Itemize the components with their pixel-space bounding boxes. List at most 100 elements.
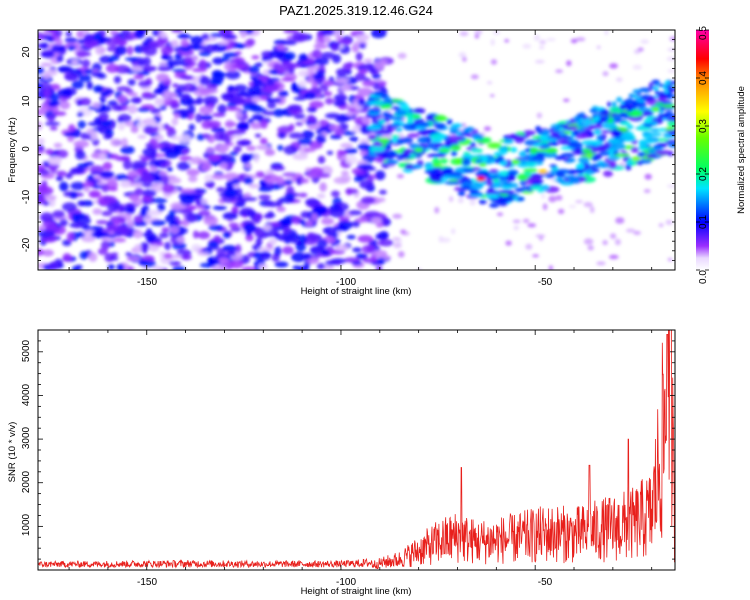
spectrogram-cell xyxy=(657,113,670,119)
spectrogram-cell xyxy=(98,153,107,161)
spectrogram-peak xyxy=(651,106,661,112)
spectrogram-cell xyxy=(89,226,104,232)
spectrogram-cell xyxy=(198,210,211,216)
spectrogram-cell xyxy=(164,150,180,159)
spectrogram-frame xyxy=(37,29,676,271)
colorbar-tick-label: 0.0 xyxy=(698,270,709,284)
spectrogram-cell xyxy=(664,127,675,131)
spectrogram-cell xyxy=(291,32,308,43)
spectrogram-cell xyxy=(337,39,352,45)
spectrogram-cell xyxy=(76,30,85,38)
spectrogram-cell xyxy=(79,251,89,260)
spectrogram-cell xyxy=(661,104,675,108)
spectrogram-cell xyxy=(77,120,87,129)
spectrogram-cell xyxy=(69,192,78,199)
spectrogram-cell xyxy=(346,103,360,109)
spectrogram-cell xyxy=(38,184,49,192)
spectrogram-cell xyxy=(596,45,601,50)
spectrogram-cell xyxy=(372,250,388,258)
spectrogram-cell xyxy=(55,38,63,46)
colorbar: 0.0 0.1 0.2 0.3 0.4 0.5 Normalized spect… xyxy=(696,26,747,284)
spectrogram-cell xyxy=(142,172,152,181)
spectrogram-cell xyxy=(212,112,226,118)
spectrogram-cell xyxy=(235,110,243,119)
spectrogram-cell xyxy=(619,134,635,141)
spectrogram-cell xyxy=(71,80,84,89)
spectrogram-cell xyxy=(468,193,485,198)
spectrogram-cell xyxy=(439,157,448,164)
spectrogram-cell xyxy=(328,124,341,131)
spectrogram-cell xyxy=(68,170,78,175)
spectrogram-cell xyxy=(636,126,652,131)
spectrogram-cell xyxy=(109,153,120,160)
spectrogram-cell xyxy=(166,127,177,138)
spectrogram-cell xyxy=(109,55,120,62)
spectrogram-cell xyxy=(349,136,359,142)
spectrogram-cell xyxy=(583,201,593,208)
spectrogram-cell xyxy=(321,217,334,225)
spectrogram-cell xyxy=(184,56,194,65)
spectrogram-cell xyxy=(363,77,371,82)
spectrogram-cell xyxy=(326,150,334,155)
spectrogram-cell xyxy=(504,39,510,43)
spectrogram-cell xyxy=(643,189,651,193)
spectrogram-cell xyxy=(337,220,353,230)
spectrogram-cell xyxy=(570,38,578,44)
spectrogram-cell xyxy=(157,203,166,212)
spectrogram-cell xyxy=(222,245,237,253)
spectrogram-cell xyxy=(632,104,637,110)
spectrogram-cell xyxy=(335,77,350,84)
spectrogram-cell xyxy=(280,77,295,82)
spectrogram-cell xyxy=(83,182,94,188)
snr-xtick-label: -50 xyxy=(538,577,553,588)
spectrogram-cell xyxy=(197,251,209,256)
spectrogram-cell xyxy=(47,155,62,166)
spectrogram-cell xyxy=(169,226,180,234)
spectrogram-cell xyxy=(383,112,393,118)
spectrogram-cell xyxy=(273,246,282,257)
spectrogram-cell xyxy=(113,220,121,226)
spectrogram-cell xyxy=(642,94,649,99)
spectrogram-cell xyxy=(212,71,226,79)
spectrogram-cell xyxy=(103,195,112,203)
spectrogram-cell xyxy=(298,70,309,78)
spectrogram-cell xyxy=(78,74,92,82)
spectrogram-cell xyxy=(628,93,634,97)
spectrogram-cell xyxy=(648,132,663,137)
colorbar-gradient xyxy=(696,30,709,270)
spectrogram-cell xyxy=(225,107,242,111)
spectrogram-cell xyxy=(438,148,451,153)
spectrogram-cell xyxy=(527,223,537,228)
spectrogram-cell xyxy=(559,135,574,140)
spectrogram-cell xyxy=(38,144,45,152)
spectrogram-cell xyxy=(123,34,135,41)
spectrogram-cell xyxy=(64,37,78,43)
spectrogram-cell xyxy=(91,231,107,239)
spectrogram-cell xyxy=(266,80,275,87)
spectrogram-cell xyxy=(279,61,296,72)
spectrogram-cell xyxy=(432,157,441,165)
spectrogram-cell xyxy=(508,170,519,175)
spectrogram-cell xyxy=(357,98,366,106)
spectrogram-cell xyxy=(279,196,295,204)
spectrogram-cell xyxy=(341,130,357,136)
snr-ytick-label: 4000 xyxy=(21,383,32,406)
spectrogram-cell xyxy=(292,265,301,270)
spectrogram-cell xyxy=(38,169,50,176)
spectrogram-cell xyxy=(355,52,363,62)
spectrogram-cell xyxy=(600,122,617,129)
spectrogram-cell xyxy=(169,260,181,266)
spectrogram-cell xyxy=(152,126,159,133)
spectrogram-cell xyxy=(117,94,128,104)
spectrogram-cell xyxy=(158,232,169,239)
spectrogram-cell xyxy=(669,36,675,42)
spectrogram-cell xyxy=(396,174,404,179)
spectrogram-cell xyxy=(319,165,333,176)
spectrogram-cell xyxy=(265,201,281,208)
spectrogram-cell xyxy=(663,84,668,90)
spectrogram-cell xyxy=(38,197,47,202)
spectrogram-cell xyxy=(448,135,463,141)
spectrogram-cell xyxy=(75,264,83,270)
spectrogram-cell xyxy=(563,175,579,180)
spectrogram-cell xyxy=(233,84,248,92)
